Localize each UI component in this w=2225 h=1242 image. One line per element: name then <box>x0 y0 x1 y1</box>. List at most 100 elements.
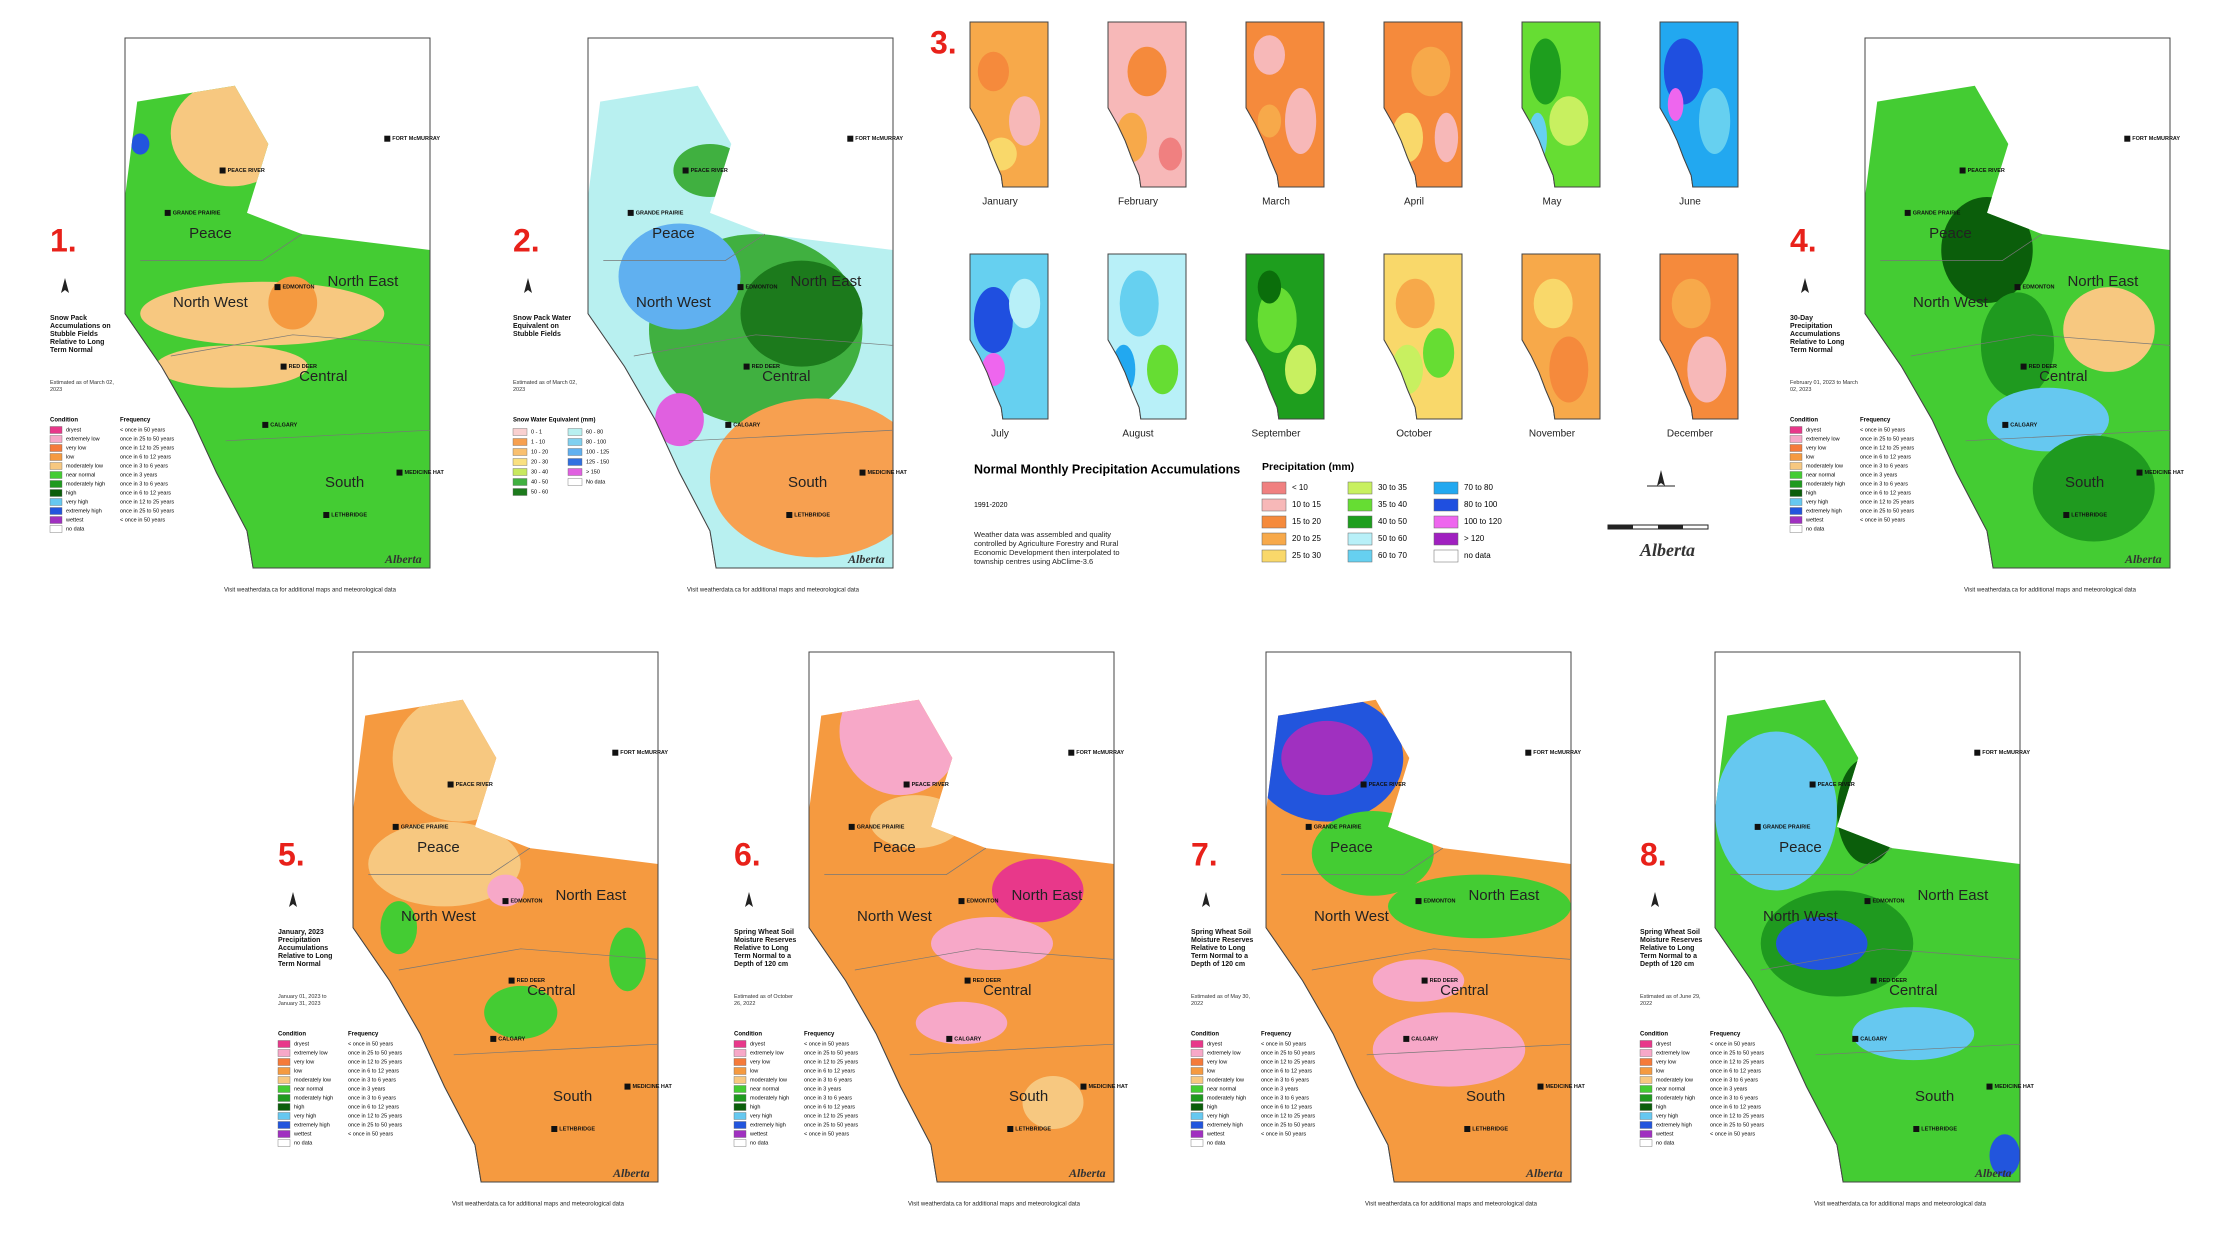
blob <box>1009 278 1041 329</box>
month-label: June <box>1679 197 1701 208</box>
footer: Visit weatherdata.ca for additional maps… <box>908 1202 1081 1208</box>
city-marker <box>2020 363 2027 370</box>
legend-frequency: once in 3 to 6 years <box>348 1095 396 1101</box>
map-panel: Peace North West North East Central South PEA… <box>1789 37 2184 594</box>
legend-heading: Frequency <box>804 1032 835 1038</box>
logo: Alberta <box>612 1166 650 1180</box>
legend-label: extremely low <box>294 1050 328 1056</box>
city-marker <box>946 1035 953 1042</box>
north-arrow <box>1801 278 1809 293</box>
city-label: FORT McMURRAY <box>1533 750 1581 756</box>
legend-swatch <box>1190 1085 1204 1093</box>
legend-frequency: once in 25 to 50 years <box>1860 436 1914 442</box>
city-marker <box>903 781 910 788</box>
legend-swatch <box>1190 1076 1204 1084</box>
city-marker <box>1403 1035 1410 1042</box>
province-border <box>1245 21 1325 188</box>
city-marker <box>2063 512 2070 518</box>
legend-swatch <box>1789 498 1803 506</box>
map-date-line: Estimated as of May 30, <box>1191 994 1250 1000</box>
blob <box>1671 278 1711 329</box>
city-label: FORT McMURRAY <box>2132 136 2180 142</box>
city-label: FORT McMURRAY <box>1076 750 1124 756</box>
region-boundary <box>1910 334 2171 357</box>
map-title-line: Accumulations on <box>50 323 111 330</box>
month-label: April <box>1404 197 1424 208</box>
city-marker <box>737 284 744 291</box>
legend-label: dryest <box>750 1041 765 1047</box>
blob <box>140 281 385 346</box>
legend-swatch <box>733 1067 747 1075</box>
legend-heading: Condition <box>1640 1032 1668 1038</box>
legend-label: low <box>1656 1068 1664 1074</box>
legend-label: < 10 <box>1292 483 1308 492</box>
city-marker <box>323 512 330 518</box>
legend-label: wettest <box>1805 517 1824 523</box>
legend-swatch <box>49 426 63 434</box>
blob <box>1715 731 1837 891</box>
map-date: Estimated as of October 26, 2022 <box>734 994 793 1007</box>
blob <box>1980 292 2055 399</box>
legend-label: low <box>66 454 74 460</box>
city-marker <box>1809 781 1816 788</box>
logo: Alberta <box>847 552 885 566</box>
city-marker <box>490 1035 497 1042</box>
base-fill <box>1384 254 1462 419</box>
blob <box>368 821 521 907</box>
city-label: PEACE RIVER <box>1968 168 2005 174</box>
region-boundary <box>1965 429 2171 442</box>
legend-swatch <box>1789 426 1803 434</box>
shaded-area <box>1108 254 1186 419</box>
legend-swatch <box>1639 1049 1653 1057</box>
map-title-line: Depth of 120 cm <box>1640 961 1694 968</box>
province-border <box>1659 21 1739 188</box>
city-label: FORT McMURRAY <box>620 750 668 756</box>
legend-label: extremely low <box>1656 1050 1690 1056</box>
map-title: Spring Wheat Soil Moisture Reserves Relati… <box>734 929 796 968</box>
legend-swatch <box>1347 481 1373 495</box>
shaded-area <box>1660 254 1738 419</box>
legend-frequency: once in 12 to 25 years <box>348 1113 402 1119</box>
city-label: EDMONTON <box>746 285 778 291</box>
city-marker <box>1986 1083 1993 1090</box>
north-arrow <box>289 892 297 907</box>
province-border <box>1659 253 1739 420</box>
city-marker <box>384 135 391 142</box>
legend-swatch <box>512 468 528 476</box>
city-label: CALGARY <box>1411 1036 1438 1042</box>
legend-frequency: once in 25 to 50 years <box>348 1050 402 1056</box>
legend-frequency: once in 6 to 12 years <box>1261 1068 1312 1074</box>
legend-swatch <box>733 1040 747 1048</box>
legend-label: no data <box>294 1140 313 1146</box>
legend-label: dryest <box>1656 1041 1671 1047</box>
blob <box>1391 344 1423 395</box>
legend-frequency: once in 3 years <box>1261 1086 1299 1092</box>
city-label: MEDICINE HAT <box>1546 1084 1586 1090</box>
city-label: CALGARY <box>954 1036 981 1042</box>
blob <box>484 985 558 1039</box>
city-marker <box>725 421 732 428</box>
map-title-line: Spring Wheat Soil <box>1191 929 1251 936</box>
legend-frequency: once in 12 to 25 years <box>348 1059 402 1065</box>
legend-frequency: once in 25 to 50 years <box>804 1122 858 1128</box>
map-title-line: Precipitation <box>278 937 320 944</box>
shaded-area <box>1522 254 1600 419</box>
legend-label: 0 - 1 <box>531 429 542 435</box>
map-title-line: Term Normal <box>1790 347 1833 354</box>
legend-frequency: once in 12 to 25 years <box>804 1113 858 1119</box>
legend-swatch <box>49 507 63 515</box>
legend-swatch <box>277 1094 291 1102</box>
legend-heading: Frequency <box>1261 1032 1292 1038</box>
logo: Alberta <box>1525 1166 1563 1180</box>
legend-label: 30 - 40 <box>531 469 548 475</box>
legend-swatch <box>1639 1040 1653 1048</box>
city-marker <box>624 1083 631 1090</box>
legend-swatch <box>1190 1094 1204 1102</box>
region-label: North East <box>1917 887 1989 904</box>
city-marker <box>1959 167 1966 174</box>
province-border <box>1245 253 1325 420</box>
region-boundary <box>1730 847 1893 875</box>
legend-swatch <box>1190 1139 1204 1147</box>
blob <box>1687 336 1727 403</box>
province-border <box>1383 21 1463 188</box>
